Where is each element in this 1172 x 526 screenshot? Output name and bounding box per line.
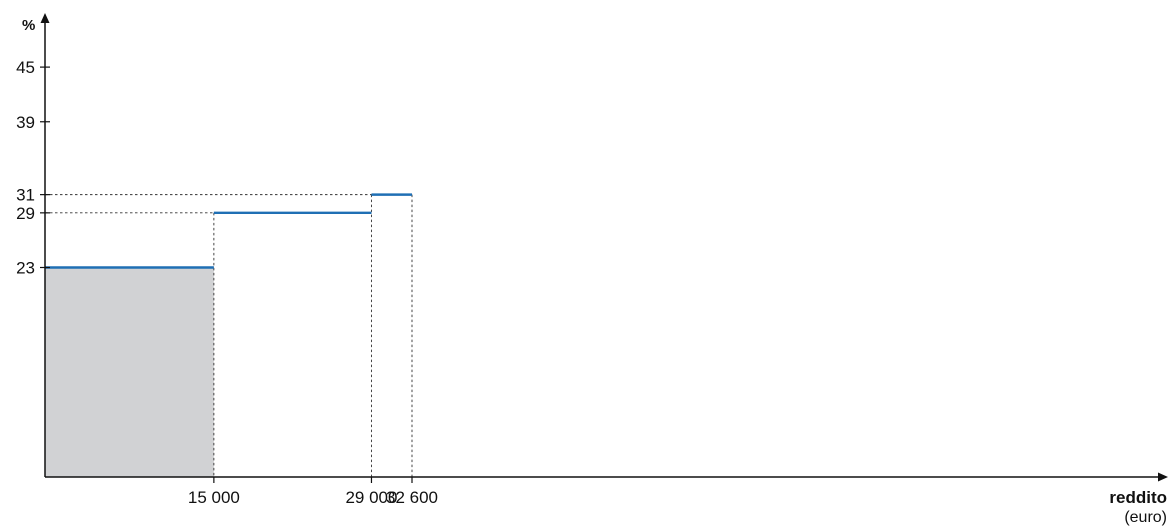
x-axis-label: reddito — [1109, 488, 1167, 507]
x-tick-label: 32 600 — [386, 488, 438, 507]
guide-layer — [45, 194, 413, 477]
y-tick-label: 45 — [16, 58, 35, 77]
x-tick-label: 15 000 — [188, 488, 240, 507]
y-tick-label: 23 — [16, 259, 35, 278]
y-axis-arrowhead — [40, 13, 50, 23]
x-axis-unit: (euro) — [1124, 509, 1167, 526]
shade-layer — [45, 267, 214, 477]
y-tick-label: 31 — [16, 186, 35, 205]
shaded-area — [45, 267, 214, 477]
axis-layer — [40, 13, 1168, 482]
x-axis-arrowhead — [1158, 472, 1168, 482]
x-tick-label: 29 000 — [345, 488, 397, 507]
y-axis-label: % — [22, 17, 35, 34]
y-tick-label: 29 — [16, 204, 35, 223]
y-tick-label: 39 — [16, 113, 35, 132]
series-layer — [45, 193, 412, 269]
